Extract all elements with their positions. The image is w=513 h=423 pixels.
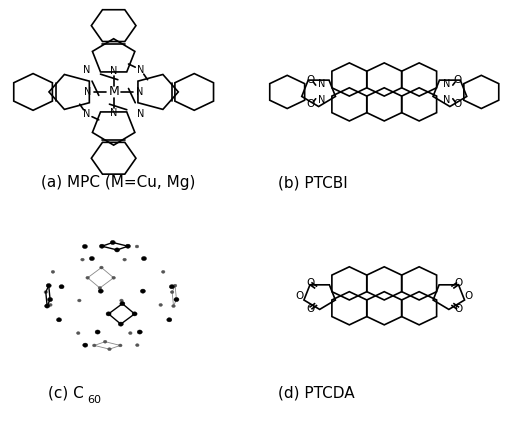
Circle shape (49, 303, 52, 306)
Text: (c) C: (c) C (48, 385, 84, 401)
Circle shape (59, 285, 64, 289)
Circle shape (92, 344, 96, 347)
Text: N: N (443, 95, 450, 105)
Text: N: N (110, 108, 117, 118)
Circle shape (48, 297, 53, 302)
Circle shape (162, 270, 165, 273)
Text: O: O (307, 74, 315, 85)
Circle shape (159, 303, 163, 306)
Circle shape (56, 318, 62, 322)
Circle shape (114, 248, 120, 252)
Text: (d) PTCDA: (d) PTCDA (279, 385, 355, 401)
Circle shape (137, 330, 142, 334)
Circle shape (119, 344, 122, 347)
Circle shape (129, 332, 132, 335)
Circle shape (142, 256, 147, 261)
Circle shape (112, 276, 115, 279)
Circle shape (173, 284, 177, 287)
Text: O: O (465, 291, 473, 301)
Circle shape (132, 312, 137, 316)
Text: O: O (454, 304, 463, 314)
Text: O: O (306, 278, 314, 288)
Circle shape (77, 299, 81, 302)
Circle shape (95, 330, 100, 334)
Circle shape (81, 258, 84, 261)
Text: (a) MPC (M=Cu, Mg): (a) MPC (M=Cu, Mg) (41, 176, 195, 190)
Circle shape (100, 244, 105, 248)
Circle shape (170, 291, 174, 294)
Text: N: N (318, 95, 325, 105)
Text: O: O (454, 278, 463, 288)
Circle shape (141, 289, 145, 293)
Circle shape (125, 244, 130, 248)
Text: N: N (83, 65, 90, 75)
Circle shape (89, 256, 94, 261)
Text: N: N (136, 87, 143, 97)
Circle shape (98, 286, 102, 289)
Circle shape (45, 304, 50, 308)
Text: 60: 60 (87, 396, 101, 405)
Text: N: N (137, 109, 144, 119)
Circle shape (120, 302, 125, 306)
Text: N: N (443, 79, 450, 89)
Circle shape (110, 240, 115, 244)
Circle shape (174, 297, 179, 302)
Circle shape (120, 299, 123, 302)
Circle shape (108, 348, 111, 351)
Circle shape (100, 266, 103, 269)
Text: M: M (108, 85, 119, 99)
Circle shape (76, 332, 80, 335)
Circle shape (106, 312, 111, 316)
Circle shape (167, 318, 172, 322)
Text: N: N (110, 66, 117, 76)
Circle shape (51, 270, 55, 273)
Circle shape (83, 244, 87, 249)
Text: O: O (307, 99, 315, 109)
Circle shape (83, 343, 88, 347)
Circle shape (135, 245, 139, 248)
Circle shape (119, 322, 123, 326)
Circle shape (86, 276, 89, 279)
Text: O: O (453, 99, 462, 109)
Circle shape (135, 343, 139, 346)
Circle shape (104, 340, 107, 343)
Circle shape (169, 285, 174, 289)
Circle shape (172, 305, 175, 308)
Text: N: N (83, 109, 90, 119)
Text: N: N (84, 87, 91, 97)
Text: O: O (295, 291, 304, 301)
Circle shape (44, 291, 48, 294)
Text: N: N (318, 79, 325, 89)
Circle shape (46, 283, 51, 288)
Text: O: O (453, 74, 462, 85)
Text: O: O (306, 304, 314, 314)
Text: N: N (137, 65, 144, 75)
Circle shape (123, 258, 126, 261)
Text: (b) PTCBI: (b) PTCBI (279, 176, 348, 190)
Circle shape (98, 289, 103, 293)
